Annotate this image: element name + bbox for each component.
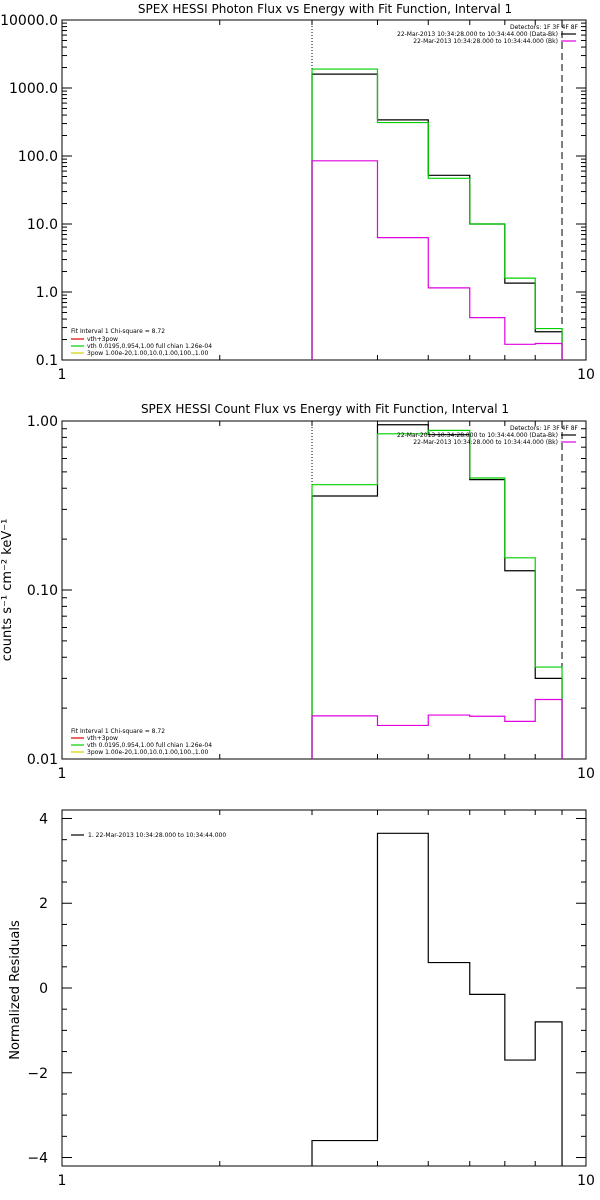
legend-entry: vth+3pow bbox=[87, 735, 118, 742]
y-tick-label: 4 bbox=[39, 811, 48, 827]
data-series-1 bbox=[311, 68, 563, 360]
legend-header: Fit Interval 1 Chi-square = 8.72 bbox=[71, 328, 165, 335]
legend-entry: vth+3pow bbox=[87, 336, 118, 343]
plot-frame bbox=[61, 420, 587, 760]
legend-header: Fit Interval 1 Chi-square = 8.72 bbox=[71, 728, 165, 735]
y-tick-label: 2 bbox=[39, 896, 48, 912]
y-tick-label: −2 bbox=[27, 1066, 48, 1082]
residuals-panel: Normalized Residuals 1 10 −4 −2 0 2 4 1. 22-Ma… bbox=[8, 809, 595, 1189]
legend-left: Fit Interval 1 Chi-square = 8.72 vth+3po… bbox=[71, 328, 212, 357]
plot-frame bbox=[61, 809, 587, 1167]
plot-frame bbox=[61, 19, 587, 361]
legend-right: Detectors: 1F 3F 4F 8F 22-Mar-2013 10:34… bbox=[397, 24, 579, 45]
y-tick-label: 0.10 bbox=[27, 583, 58, 599]
legend-header: Detectors: 1F 3F 4F 8F bbox=[510, 425, 579, 432]
photon-flux-panel: SPEX HESSI Photon Flux vs Energy with Fi… bbox=[0, 2, 595, 383]
y-axis-label: Normalized Residuals bbox=[8, 920, 23, 1060]
x-tick-label: 1 bbox=[58, 367, 67, 383]
data-series-0 bbox=[311, 832, 563, 1166]
legend-header: Detectors: 1F 3F 4F 8F bbox=[510, 24, 579, 31]
y-tick-label: 10000.0 bbox=[0, 13, 58, 29]
y-tick-label: −4 bbox=[27, 1151, 48, 1167]
legend-entry: 3pow 1.00e-20,1.00,10.0,1.00,100.,1.00 bbox=[87, 350, 208, 357]
legend-left: 1. 22-Mar-2013 10:34:28.000 to 10:34:44.… bbox=[71, 832, 226, 839]
panel-title: SPEX HESSI Photon Flux vs Energy with Fi… bbox=[138, 2, 512, 16]
x-tick-label: 10 bbox=[577, 766, 595, 782]
x-tick-label: 10 bbox=[577, 1173, 595, 1189]
legend-entry: 1. 22-Mar-2013 10:34:28.000 to 10:34:44.… bbox=[88, 832, 226, 839]
legend-entry: 22-Mar-2013 10:34:28.000 to 10:34:44.000… bbox=[397, 432, 558, 439]
legend-entry: 3pow 1.00e-20,1.00,10.0,1.00,100.,1.00 bbox=[87, 749, 208, 756]
legend-left: Fit Interval 1 Chi-square = 8.72 vth+3po… bbox=[71, 728, 212, 756]
y-tick-label: 1000.0 bbox=[9, 81, 58, 97]
legend-entry: 22-Mar-2013 10:34:28.000 to 10:34:44.000… bbox=[413, 439, 558, 446]
data-series-1 bbox=[311, 429, 563, 759]
data-series-2 bbox=[311, 698, 563, 759]
x-tick-label: 10 bbox=[577, 367, 595, 383]
panel-title: SPEX HESSI Count Flux vs Energy with Fit… bbox=[141, 402, 509, 416]
y-axis-label: counts s⁻¹ cm⁻² keV⁻¹ bbox=[0, 519, 15, 662]
x-tick-label: 1 bbox=[58, 1173, 67, 1189]
y-tick-label: 100.0 bbox=[18, 149, 58, 165]
count-flux-panel: SPEX HESSI Count Flux vs Energy with Fit… bbox=[0, 402, 595, 782]
legend-right: Detectors: 1F 3F 4F 8F 22-Mar-2013 10:34… bbox=[397, 425, 579, 446]
legend-entry: vth 0.0195,0.954,1.00 full chian 1.26e-0… bbox=[87, 343, 212, 350]
data-series-0 bbox=[311, 424, 563, 759]
y-tick-label: 10.0 bbox=[27, 217, 58, 233]
y-tick-label: 1.00 bbox=[27, 414, 58, 430]
x-tick-label: 1 bbox=[58, 766, 67, 782]
y-tick-label: 0.01 bbox=[27, 752, 58, 768]
legend-entry: 22-Mar-2013 10:34:28.000 to 10:34:44.000… bbox=[413, 38, 558, 45]
y-tick-label: 0 bbox=[39, 981, 48, 997]
legend-entry: vth 0.0195,0.954,1.00 full chian 1.26e-0… bbox=[87, 742, 212, 749]
y-tick-label: 1.0 bbox=[36, 285, 58, 301]
data-series-0 bbox=[311, 73, 563, 360]
data-series-2 bbox=[311, 160, 563, 360]
legend-entry: 22-Mar-2013 10:34:28.000 to 10:34:44.000… bbox=[397, 31, 558, 38]
y-tick-label: 0.1 bbox=[36, 353, 58, 369]
